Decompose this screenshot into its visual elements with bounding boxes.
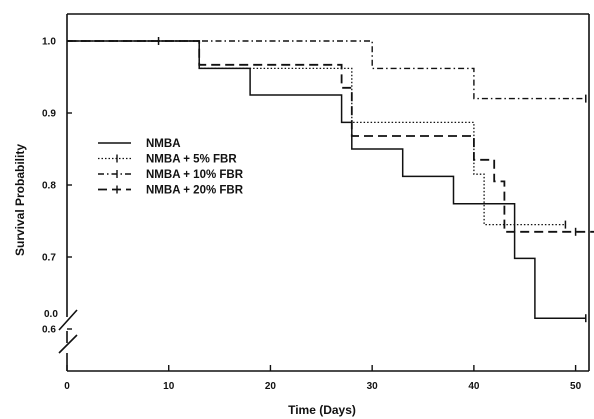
y-tick-label: 0.9 bbox=[42, 109, 56, 120]
series-line bbox=[67, 40, 566, 226]
axes bbox=[58, 13, 590, 372]
x-tick-label: 20 bbox=[265, 381, 277, 392]
x-tick-label: 50 bbox=[570, 381, 582, 392]
y-tick-label: 0.8 bbox=[42, 181, 56, 192]
axis-break-mark bbox=[58, 309, 78, 331]
series-lines bbox=[67, 37, 594, 323]
series-line bbox=[67, 40, 594, 233]
y-tick-label: 0.7 bbox=[42, 253, 56, 264]
legend-label: NMBA + 10% FBR bbox=[146, 169, 244, 181]
y-axis-ticks: 0.6 0.7 0.8 0.9 1.0 0.0 bbox=[42, 37, 72, 336]
x-tick-label: 0 bbox=[64, 381, 70, 392]
legend-label: NMBA bbox=[146, 138, 181, 150]
x-tick-label: 40 bbox=[468, 381, 480, 392]
series-line bbox=[67, 40, 586, 319]
y-tick-label: 1.0 bbox=[42, 37, 56, 48]
x-axis-title: Time (Days) bbox=[288, 403, 356, 417]
axis-break-mark bbox=[58, 334, 78, 354]
x-tick-label: 10 bbox=[163, 381, 175, 392]
y-tick-label: 0.6 bbox=[42, 325, 56, 336]
series-line bbox=[67, 40, 586, 100]
y-axis-title: Survival Probability bbox=[13, 144, 27, 256]
x-axis-ticks: 0 10 20 30 40 50 bbox=[64, 365, 582, 392]
x-tick-label: 30 bbox=[367, 381, 379, 392]
legend-label: NMBA + 20% FBR bbox=[146, 185, 244, 197]
legend-label: NMBA + 5% FBR bbox=[146, 154, 237, 166]
legend: NMBA NMBA + 5% FBR NMBA + 10% FBR NMBA + 20… bbox=[98, 138, 244, 197]
y-tick-label: 0.0 bbox=[44, 309, 58, 320]
